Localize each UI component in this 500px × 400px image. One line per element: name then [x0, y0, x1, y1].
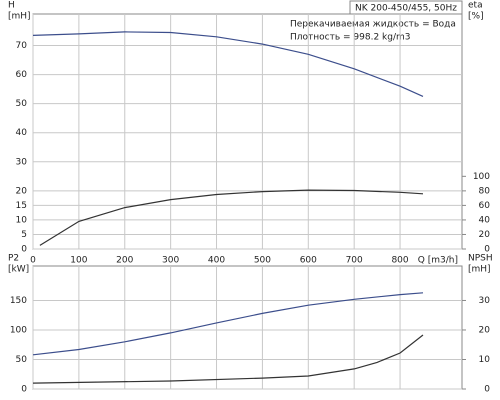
x-tick-label: 700: [346, 256, 363, 266]
y-tick-label: 150: [10, 296, 27, 306]
x-tick-label: 300: [162, 256, 179, 266]
y-tick-label: 20: [16, 186, 28, 196]
y-tick-label: 15: [16, 201, 27, 211]
y-tick-label: 40: [16, 128, 28, 138]
y2-tick-label: 40: [479, 215, 491, 225]
y-axis-label: P2: [8, 254, 19, 264]
y-tick-label: 30: [16, 157, 28, 167]
curve: [39, 189, 424, 246]
y-axis-label: [kW]: [8, 265, 29, 275]
y-tick-label: 50: [16, 355, 28, 365]
y2-tick-label: 20: [479, 325, 491, 335]
plot-frame: [32, 13, 463, 250]
x-tick-label: 500: [254, 256, 271, 266]
y-tick-label: 10: [16, 215, 28, 225]
x-tick-label: 0: [30, 256, 36, 266]
y-tick-label: 50: [16, 99, 28, 109]
chart-title: NK 200-450/455, 50Hz: [355, 4, 457, 14]
y-axis-label: [mH]: [8, 12, 31, 22]
y2-tick-label: 100: [473, 172, 490, 182]
x-tick-label: 400: [208, 256, 225, 266]
y-tick-label: 0: [21, 245, 27, 255]
y-tick-label: 100: [10, 325, 27, 335]
y2-tick-label: 0: [484, 245, 490, 255]
y2-axis-label: [mH]: [468, 265, 491, 275]
annotation: Плотность = 998.2 kg/m3: [290, 33, 411, 43]
y2-tick-label: 80: [479, 186, 491, 196]
curve: [32, 31, 424, 97]
y-tick-label: 70: [16, 41, 28, 51]
y2-axis-label: NPSH: [468, 254, 493, 264]
y-tick-label: 60: [16, 70, 28, 80]
x-tick-label: 100: [70, 256, 87, 266]
x-tick-label: 200: [116, 256, 133, 266]
y-tick-label: 5: [21, 230, 27, 240]
y-tick-label: 0: [21, 385, 27, 395]
y2-tick-label: 30: [479, 296, 491, 306]
y2-tick-label: 20: [479, 230, 491, 240]
x-axis-label: Q [m3/h]: [418, 256, 458, 266]
plot-frame: [32, 265, 463, 390]
x-tick-label: 800: [391, 256, 408, 266]
y2-axis-label: eta: [468, 1, 483, 11]
y2-axis-label: [%]: [468, 12, 484, 22]
curve: [32, 334, 424, 384]
curve: [32, 292, 424, 356]
y-axis-label: H: [8, 1, 15, 11]
x-tick-label: 600: [300, 256, 317, 266]
y2-tick-label: 0: [484, 385, 490, 395]
y2-tick-label: 60: [479, 201, 491, 211]
annotation: Перекачиваемая жидкость = Вода: [290, 20, 456, 30]
y2-tick-label: 10: [479, 355, 491, 365]
